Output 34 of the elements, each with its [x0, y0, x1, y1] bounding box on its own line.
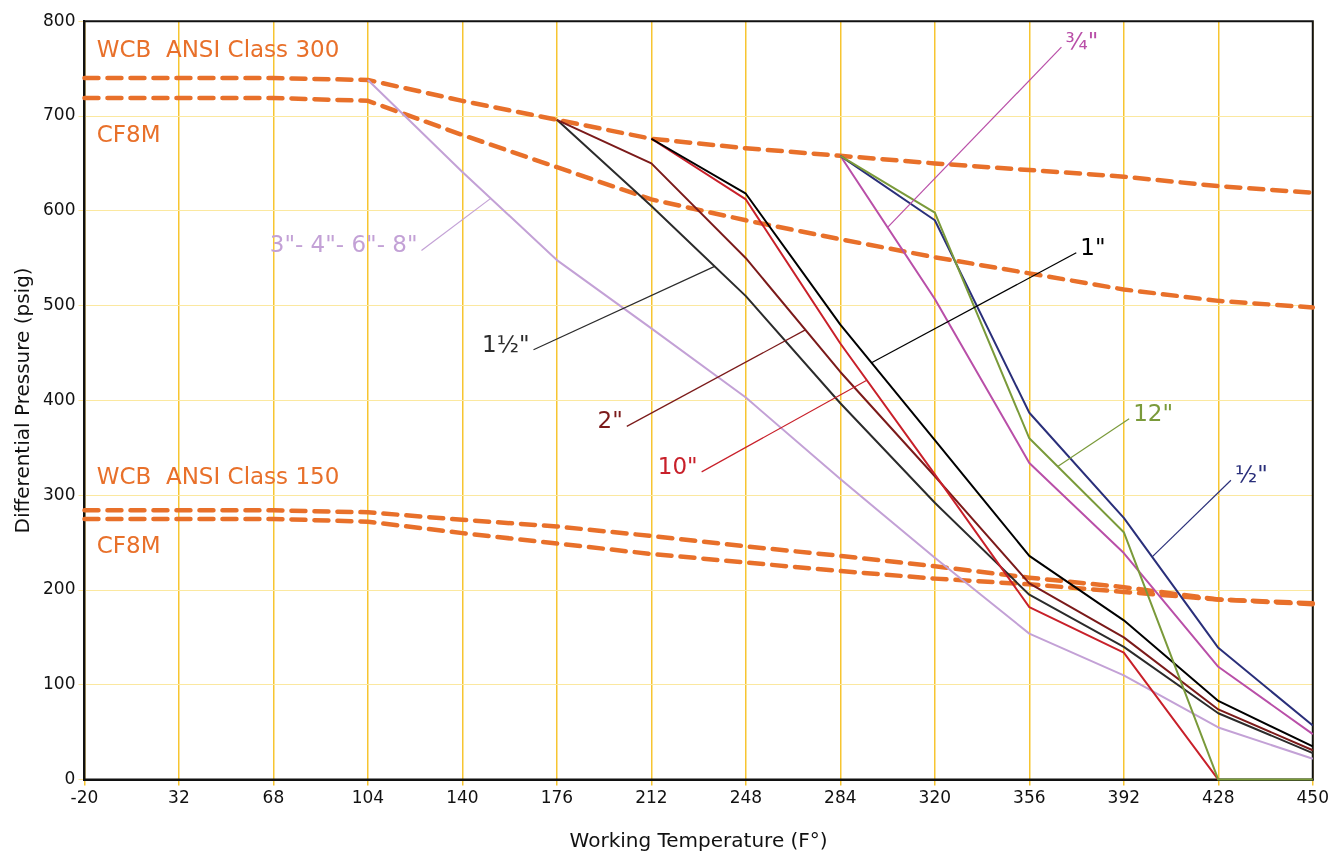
- x-tick-label: 320: [918, 787, 952, 808]
- x-tick-label: 450: [1296, 787, 1329, 808]
- y-tick-label: 200: [42, 578, 76, 599]
- text: 10": [657, 452, 698, 479]
- y-axis-title: Differential Pressure (psig): [10, 267, 35, 534]
- text: 1": [1080, 233, 1106, 260]
- y-tick-label: 600: [42, 199, 76, 220]
- x-tick-label: 212: [635, 787, 668, 808]
- series-label: CF8M: [96, 120, 161, 147]
- x-tick-label: -20: [70, 787, 99, 808]
- x-tick-label: 104: [351, 787, 385, 808]
- text: 12": [1133, 399, 1174, 426]
- text: ½": [1234, 461, 1268, 488]
- y-tick-label: 400: [42, 388, 76, 409]
- x-tick-label: 392: [1107, 787, 1141, 808]
- x-tick-label: 284: [824, 787, 857, 808]
- y-tick-label: 500: [42, 294, 76, 315]
- y-tick-label: 300: [42, 483, 76, 504]
- y-tick-label: 700: [42, 104, 76, 125]
- x-tick-label: 356: [1013, 787, 1046, 808]
- x-tick-label: 176: [540, 787, 574, 808]
- text: 2": [597, 407, 623, 434]
- y-tick-label: 800: [42, 9, 76, 30]
- series-label: CF8M: [96, 531, 161, 558]
- x-tick-label: 32: [168, 787, 190, 808]
- x-axis-title: Working Temperature (F°): [569, 828, 828, 853]
- y-tick-label: 0: [64, 768, 76, 789]
- y-tick-label: 100: [42, 673, 76, 694]
- x-tick-label: 140: [446, 787, 479, 808]
- x-tick-label: 428: [1202, 787, 1235, 808]
- x-tick-label: 68: [262, 787, 285, 808]
- text: ¾": [1065, 28, 1099, 55]
- text: 1½": [482, 330, 530, 357]
- x-tick-label: 248: [729, 787, 763, 808]
